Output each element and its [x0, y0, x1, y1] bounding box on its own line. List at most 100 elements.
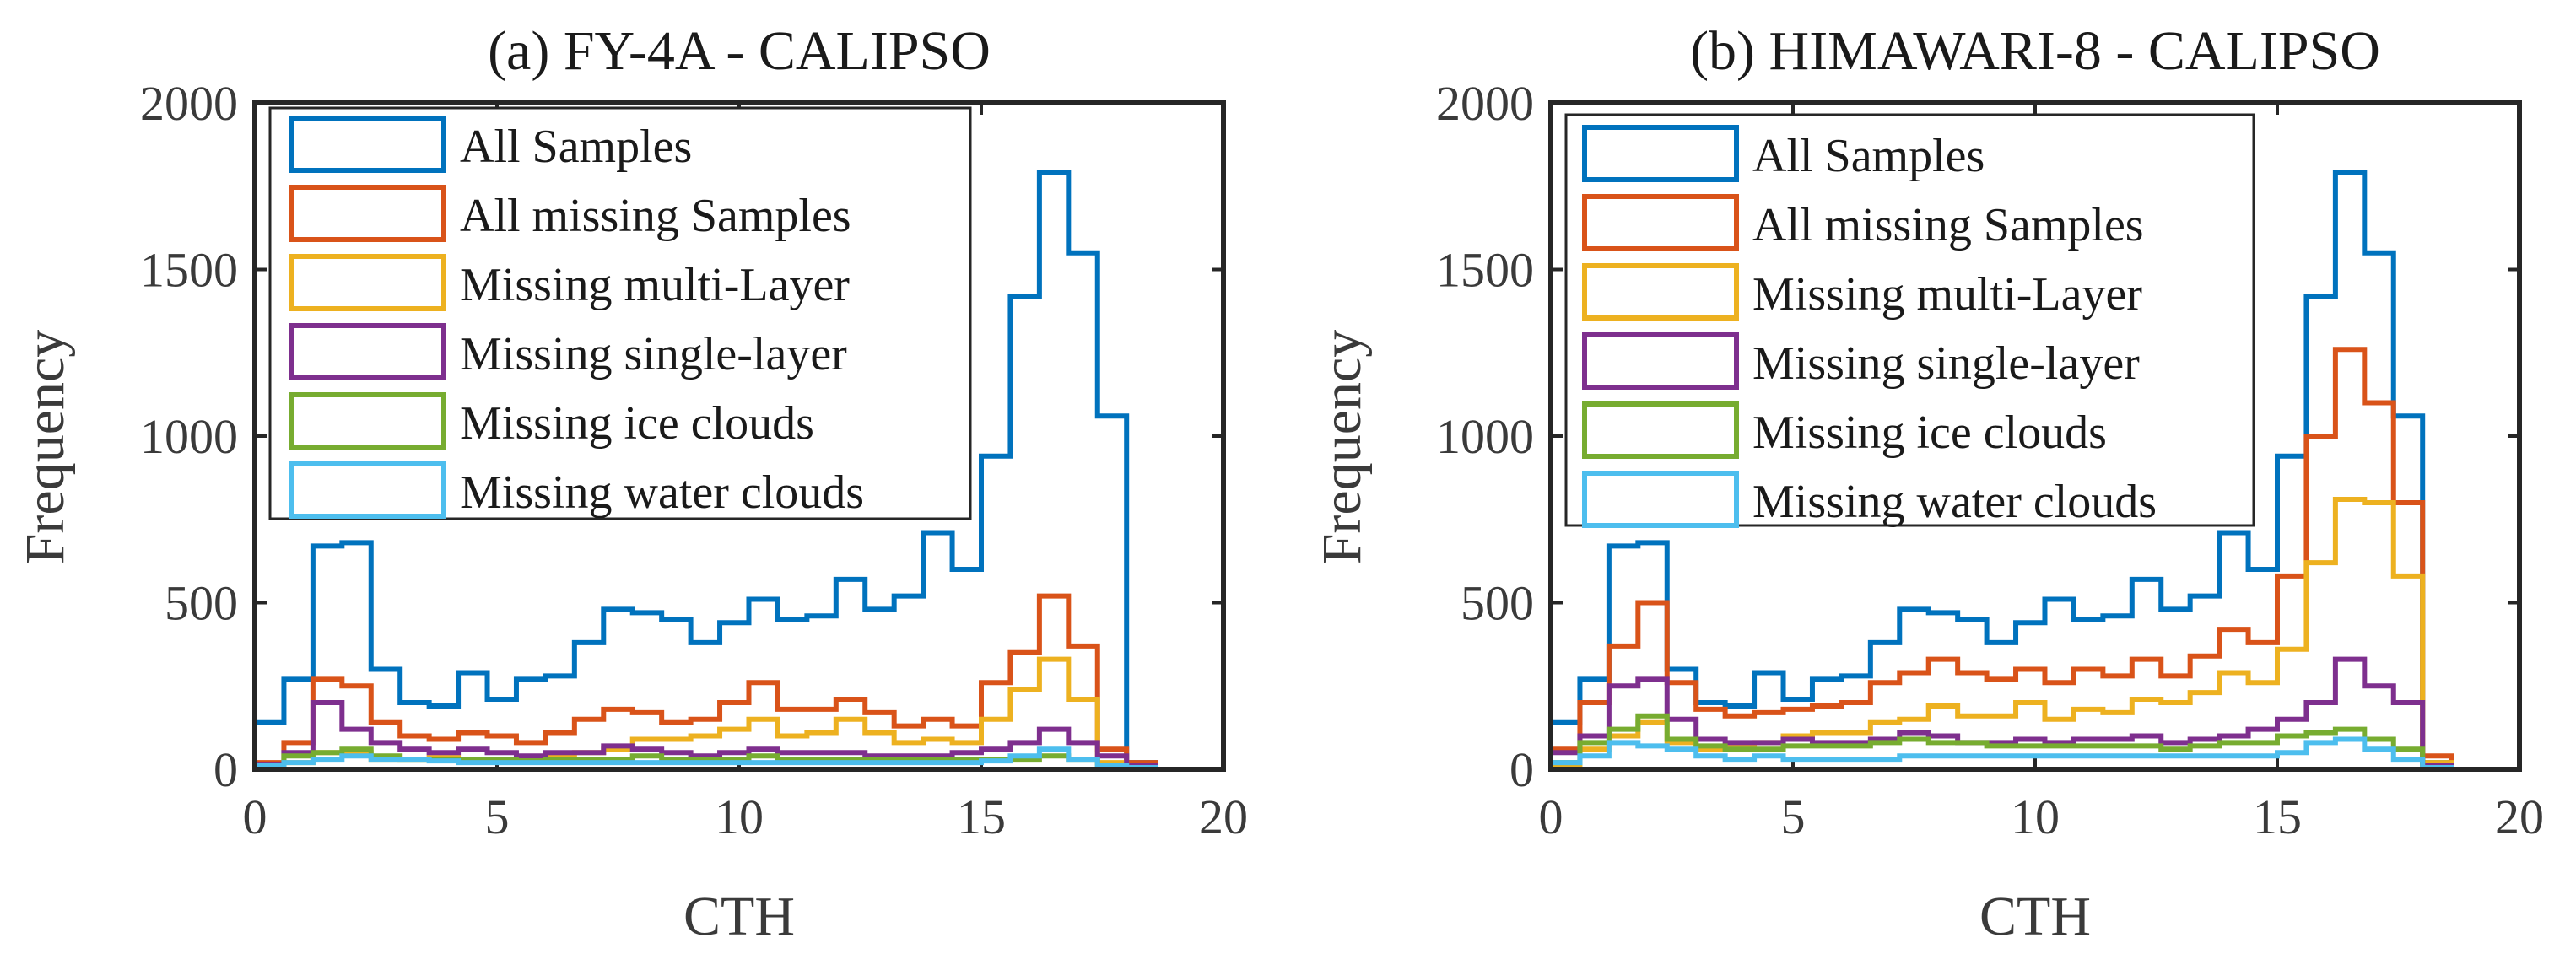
histogram-bin: [2306, 436, 2335, 769]
histogram-bin: [371, 723, 400, 769]
legend-swatch: [1582, 194, 1739, 251]
histogram-bin: [2364, 503, 2393, 769]
histogram-bin: [1040, 173, 1068, 769]
histogram-series: [252, 170, 1158, 771]
legend-swatch: [289, 461, 446, 519]
histogram-bin: [836, 579, 865, 769]
histogram-bin: [2336, 173, 2364, 769]
legend-label: Missing ice clouds: [460, 397, 814, 450]
histogram-bin: [865, 609, 894, 769]
legend-label: Missing multi-Layer: [460, 259, 850, 311]
histogram-bin: [662, 619, 690, 769]
histogram-bin: [2394, 416, 2422, 769]
legend-box: [268, 106, 972, 520]
histogram-bin: [1040, 749, 1068, 769]
plot-frame: [252, 100, 1226, 772]
histogram-bin: [1068, 253, 1097, 769]
histogram-bin: [2249, 569, 2277, 769]
series-missing-water-clouds: [1548, 736, 2454, 771]
histogram-bin: [2394, 503, 2422, 769]
chart-panel-b: (b) HIMAWARI-8 - CALIPSO CTH Frequency 0…: [1311, 20, 2544, 947]
histogram-bin: [2277, 719, 2306, 769]
histogram-series: [1548, 170, 2454, 771]
histogram-bin: [2016, 703, 2044, 769]
y-tick-label: 0: [213, 742, 238, 797]
histogram-bin: [1812, 733, 1841, 769]
histogram-bin: [720, 622, 748, 769]
legend-label: Missing water clouds: [1752, 476, 2157, 528]
histogram-bin: [400, 736, 429, 770]
histogram-bin: [1068, 646, 1097, 769]
histogram-bin: [2161, 749, 2190, 769]
histogram-bin: [342, 542, 370, 769]
histogram-bin: [1812, 679, 1841, 769]
legend-entry-missing-ice-clouds: Missing ice clouds: [289, 392, 814, 450]
histogram-bin: [1068, 742, 1097, 769]
histogram-bin: [981, 456, 1010, 769]
legend-entry-missing-ice-clouds: Missing ice clouds: [1582, 401, 2107, 459]
series-missing-single-layer: [1548, 656, 2454, 769]
histogram-bin: [2132, 579, 2161, 769]
histogram-bin: [2364, 403, 2393, 770]
histogram-bin: [2336, 730, 2364, 769]
legend-entry-missing-single-layer: Missing single-layer: [289, 323, 847, 380]
histogram-bin: [1580, 749, 1608, 769]
chart-title: (a) FY-4A - CALIPSO: [488, 20, 991, 82]
histogram-bin: [2277, 456, 2306, 769]
x-axis-label: CTH: [683, 886, 795, 947]
histogram-bin: [1040, 660, 1068, 769]
histogram-bin: [2336, 349, 2364, 769]
histogram-bin: [953, 742, 981, 769]
histogram-outline: [1548, 497, 2454, 769]
legend-swatch: [289, 254, 446, 311]
histogram-bin: [2306, 733, 2335, 769]
histogram-bin: [458, 672, 487, 769]
y-tick-label: 2000: [1436, 76, 1534, 131]
histogram-bin: [1929, 612, 1958, 769]
histogram-outline: [1548, 656, 2454, 769]
axis-ticks: 0 5 10 15 20 0 500 1000 1500 2000: [140, 76, 1248, 844]
y-tick-label: 500: [165, 576, 238, 631]
y-axis-label: Frequency: [1311, 330, 1373, 565]
legend-label: Missing ice clouds: [1752, 407, 2107, 459]
x-tick-label: 5: [1781, 789, 1806, 844]
histogram-bin: [313, 679, 342, 769]
histogram-outline: [252, 700, 1158, 769]
series-missing-multi-layer: [1548, 497, 2454, 769]
histogram-outline: [1548, 713, 2454, 771]
histogram-bin: [2364, 253, 2393, 769]
y-tick-label: 1000: [1436, 409, 1534, 464]
histogram-bin: [1899, 609, 1928, 769]
histogram-bin: [1667, 749, 1696, 769]
legend-label: Missing single-layer: [1752, 337, 2140, 390]
y-tick-label: 1500: [1436, 243, 1534, 298]
plot-frame: [1548, 100, 2522, 772]
y-tick-label: 0: [1509, 742, 1534, 797]
legend-swatch: [1582, 263, 1739, 321]
x-tick-label: 0: [243, 789, 267, 844]
legend-label: Missing water clouds: [460, 466, 864, 519]
histogram-bin: [1638, 746, 1666, 769]
histogram-bin: [2249, 730, 2277, 769]
histogram-bin: [2394, 576, 2422, 769]
legend: All Samples All missing Samples Missing …: [1564, 113, 2255, 528]
x-axis-label: CTH: [1979, 886, 2091, 947]
legend-swatch: [1582, 401, 1739, 459]
histogram-bin: [923, 533, 952, 769]
legend-swatch: [289, 116, 446, 173]
legend-entry-all-samples: All Samples: [289, 116, 692, 173]
legend-entry-missing-single-layer: Missing single-layer: [1582, 332, 2140, 390]
histogram-bin: [313, 546, 342, 769]
x-tick-label: 15: [2253, 789, 2302, 844]
legend-swatch: [1582, 125, 1739, 182]
histogram-bin: [2306, 703, 2335, 769]
axis-ticks: 0 5 10 15 20 0 500 1000 1500 2000: [1436, 76, 2544, 844]
histogram-outline: [252, 170, 1158, 769]
histogram-bin: [1667, 682, 1696, 769]
histogram-outline: [1548, 347, 2454, 769]
histogram-bin: [1871, 682, 1899, 769]
histogram-bin: [748, 749, 777, 769]
legend-entry-missing-multi-layer: Missing multi-Layer: [289, 254, 850, 311]
